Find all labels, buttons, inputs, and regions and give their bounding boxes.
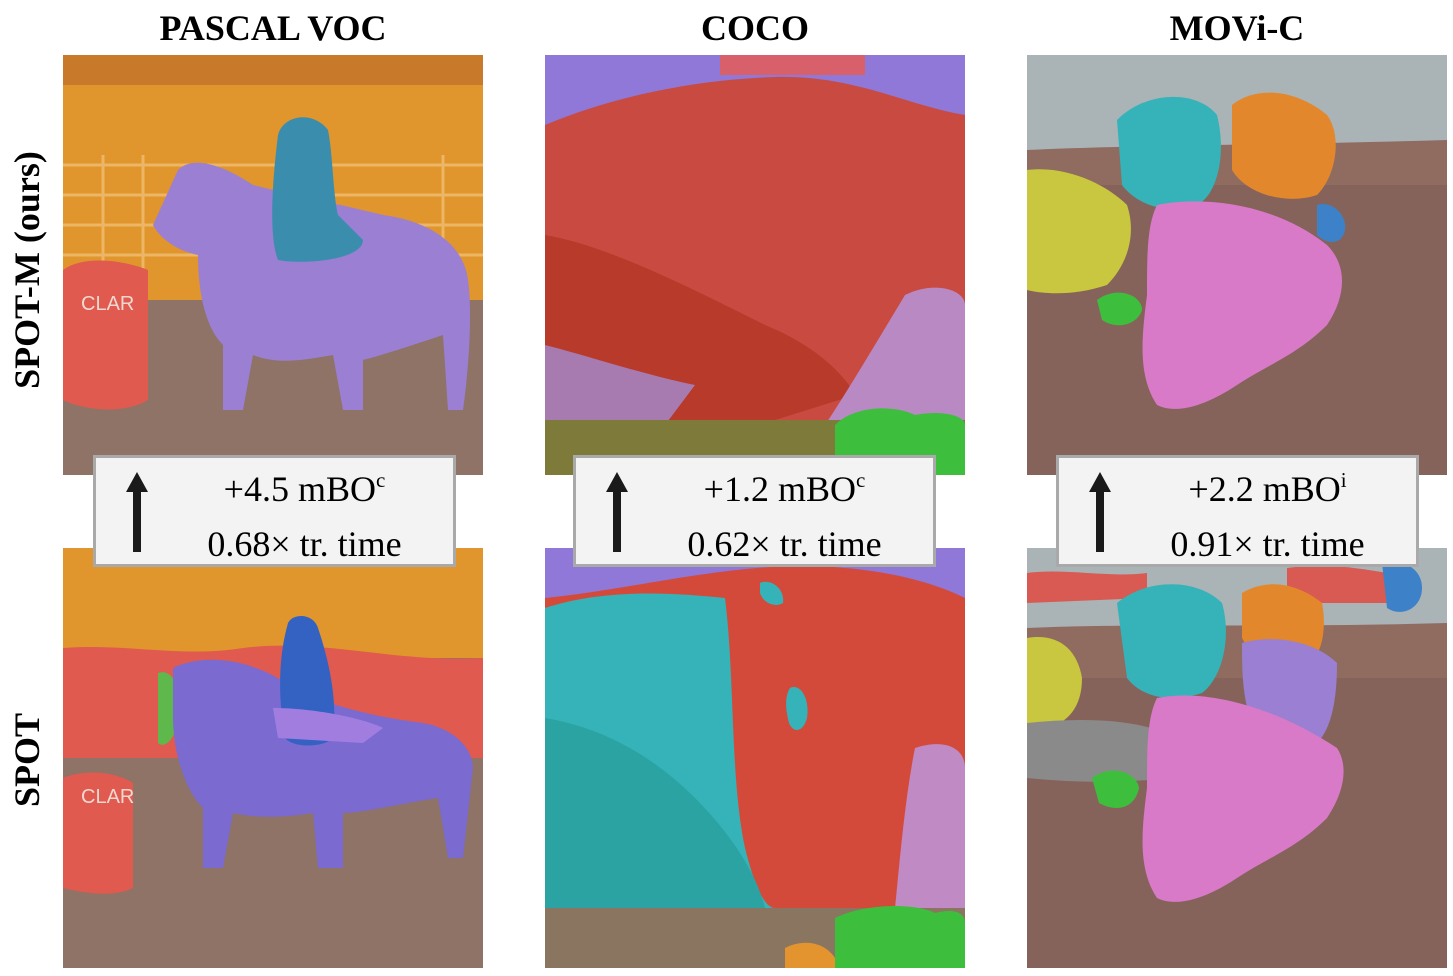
coco-spot-m-segmentation (545, 55, 965, 475)
barrel-text-1: CLAR (81, 293, 134, 315)
stat-time-voc: 0.68× tr. time (207, 524, 402, 564)
voc-spot-m-segmentation: CLAR (63, 55, 483, 475)
coco-spot-segmentation (545, 548, 965, 968)
voc-spot-segmentation: CLAR (63, 548, 483, 968)
movi-spot-segmentation (1027, 548, 1447, 968)
row-label-spot-m: SPOT-M (ours) (7, 151, 47, 389)
stat-box-voc: +4.5 mBOc 0.68× tr. time (93, 455, 456, 567)
column-title-movi-c: MOVi-C (1169, 8, 1305, 48)
column-title-coco: COCO (701, 8, 809, 48)
stat-delta-voc: +4.5 mBOc (223, 468, 386, 509)
row-label-spot: SPOT (7, 712, 47, 808)
stat-time-coco: 0.62× tr. time (687, 524, 882, 564)
stat-delta-movi: +2.2 mBOi (1188, 468, 1347, 509)
stat-box-movi: +2.2 mBOi 0.91× tr. time (1056, 455, 1419, 567)
up-arrow-icon (126, 472, 148, 552)
up-arrow-icon (606, 472, 628, 552)
stat-box-coco: +1.2 mBOc 0.62× tr. time (573, 455, 936, 567)
column-title-pascal-voc: PASCAL VOC (159, 8, 387, 48)
movi-spot-m-segmentation (1027, 55, 1447, 475)
barrel-text-2: CLAR (81, 786, 134, 808)
stat-time-movi: 0.91× tr. time (1170, 524, 1365, 564)
stat-delta-coco: +1.2 mBOc (703, 468, 866, 509)
up-arrow-icon (1089, 472, 1111, 552)
